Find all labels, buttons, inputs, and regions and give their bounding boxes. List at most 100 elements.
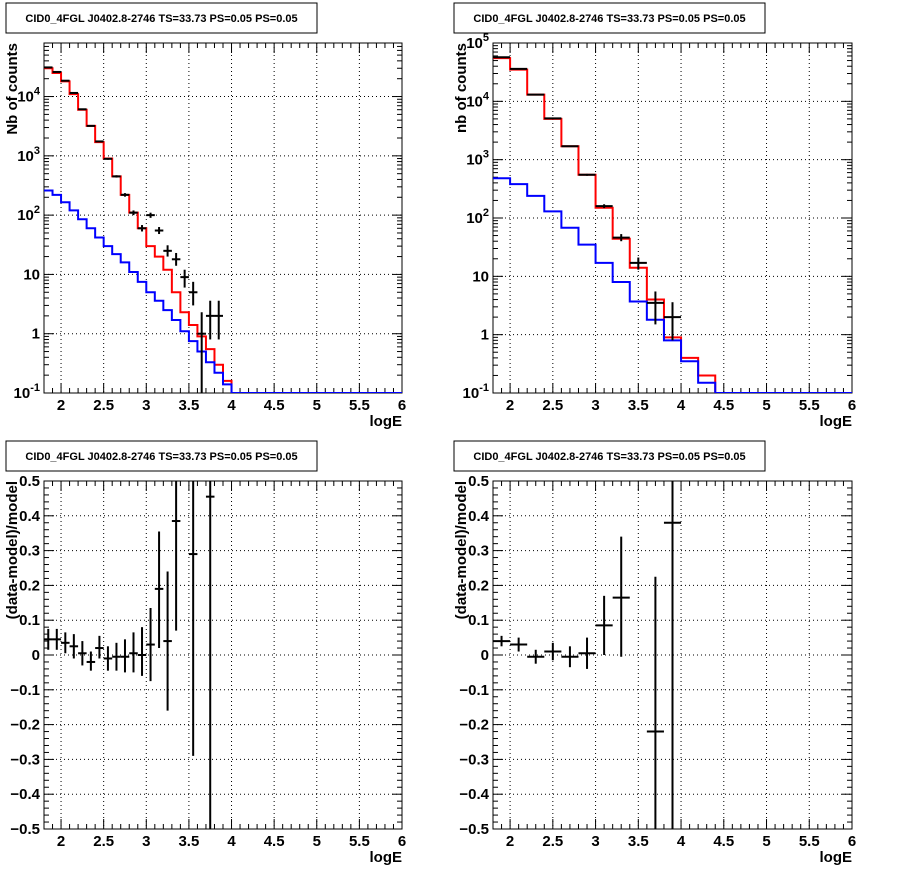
grid-lines — [44, 43, 402, 393]
data-point — [163, 571, 172, 711]
data-point — [78, 108, 87, 111]
title-box — [5, 440, 318, 472]
data-point — [137, 225, 147, 232]
y-tick-label: 0.1 — [19, 612, 40, 629]
data-point — [612, 234, 630, 242]
chart-panel-1: CID0_4FGL J0402.8-2746 TS=33.73 PS=0.05 … — [4, 2, 406, 430]
plot-frame — [43, 42, 403, 394]
x-tick-label: 3.5 — [628, 397, 649, 414]
y-tick-label: 105 — [466, 32, 489, 52]
plot-area — [44, 66, 402, 393]
y-tick-label: 0.1 — [468, 612, 489, 629]
data-point — [69, 91, 79, 94]
data-point — [78, 641, 87, 666]
plot-area — [44, 481, 215, 829]
x-tick-label: 2 — [506, 397, 514, 414]
chart-panel-4: CID0_4FGL J0402.8-2746 TS=33.73 PS=0.05 … — [453, 440, 856, 866]
chart-title: CID0_4FGL J0402.8-2746 TS=33.73 PS=0.05 … — [25, 13, 297, 25]
y-tick-label: −0.2 — [10, 717, 40, 734]
x-tick-label: 5 — [762, 397, 770, 414]
y-axis-title: (data-model)/model — [4, 481, 21, 619]
x-tick-label: 3 — [142, 397, 150, 414]
x-tick-label: 5 — [313, 833, 321, 850]
y-tick-label: 0.2 — [19, 577, 40, 594]
y-tick-label: −0.3 — [459, 751, 489, 768]
data-point — [663, 302, 682, 341]
x-tick-label: 5 — [313, 397, 321, 414]
x-tick-label: 3 — [142, 833, 150, 850]
x-tick-label: 2 — [57, 833, 65, 850]
data-point — [205, 481, 215, 829]
x-tick-label: 2.5 — [93, 833, 114, 850]
y-tick-label: −0.1 — [459, 682, 489, 699]
x-tick-label: 4.5 — [713, 397, 734, 414]
data-point — [171, 481, 181, 631]
data-point — [188, 281, 198, 306]
y-tick-label: 102 — [17, 204, 40, 224]
y-tick-label: 103 — [466, 149, 489, 169]
data-point — [52, 628, 62, 650]
x-tick-label: 2 — [57, 397, 65, 414]
x-tick-label: 2.5 — [542, 397, 563, 414]
x-tick-label: 5.5 — [799, 397, 820, 414]
data-point — [595, 595, 613, 655]
axis-ticks — [43, 42, 403, 394]
chart-title: CID0_4FGL J0402.8-2746 TS=33.73 PS=0.05 … — [473, 451, 745, 463]
y-tick-label: 0 — [32, 647, 40, 664]
y-tick-label: −0.4 — [459, 786, 489, 803]
x-tick-label: 4.5 — [713, 833, 734, 850]
data-point — [205, 300, 215, 340]
x-axis-title: logE — [370, 413, 403, 430]
grid-lines — [44, 481, 402, 829]
y-tick-label: 102 — [466, 207, 489, 227]
x-tick-label: 5.5 — [349, 833, 370, 850]
data-point — [146, 212, 155, 218]
model-total-line — [44, 67, 402, 393]
x-tick-label: 6 — [398, 397, 406, 414]
chart-title: CID0_4FGL J0402.8-2746 TS=33.73 PS=0.05 … — [473, 13, 745, 25]
x-tick-label: 5 — [762, 833, 770, 850]
x-tick-label: 2.5 — [542, 833, 563, 850]
data-point — [61, 79, 70, 82]
y-tick-label: −0.1 — [10, 682, 40, 699]
data-point — [663, 481, 682, 829]
data-point — [510, 637, 528, 652]
x-axis-title: logE — [820, 849, 853, 866]
y-axis-title: (data-model)/model — [453, 481, 470, 619]
data-point — [61, 632, 70, 654]
y-tick-label: 104 — [466, 90, 490, 110]
data-point — [493, 635, 511, 647]
chart-panel-3: CID0_4FGL J0402.8-2746 TS=33.73 PS=0.05 … — [4, 440, 406, 866]
data-point — [188, 481, 198, 756]
y-tick-label: −0.3 — [10, 751, 40, 768]
x-tick-label: 2.5 — [93, 397, 114, 414]
y-axis-title: nb of counts — [453, 43, 470, 133]
x-tick-label: 3.5 — [628, 833, 649, 850]
data-point — [103, 646, 113, 671]
y-tick-label: 0.3 — [468, 543, 489, 560]
y-tick-label: 0 — [481, 647, 489, 664]
data-point — [154, 227, 164, 235]
y-tick-label: −0.4 — [10, 786, 40, 803]
data-point — [527, 649, 545, 664]
x-tick-label: 6 — [848, 833, 856, 850]
y-tick-label: −0.2 — [459, 717, 489, 734]
y-tick-label: 104 — [17, 86, 41, 106]
y-axis-title: Nb of counts — [4, 43, 21, 135]
data-point — [612, 536, 630, 657]
y-tick-label: 1 — [32, 326, 40, 343]
x-tick-label: 6 — [398, 833, 406, 850]
data-point — [112, 642, 121, 671]
data-point — [527, 93, 545, 96]
data-point — [214, 300, 223, 340]
y-tick-label: 10 — [23, 266, 40, 283]
y-tick-label: 0.4 — [19, 508, 41, 525]
data-point — [578, 637, 596, 669]
x-tick-label: 4.5 — [264, 833, 285, 850]
data-point — [595, 204, 613, 209]
x-tick-label: 4 — [677, 397, 686, 414]
plot-area — [493, 56, 852, 393]
axis-ticks — [43, 480, 403, 830]
data-point — [629, 257, 647, 270]
y-tick-label: 0.3 — [19, 543, 40, 560]
